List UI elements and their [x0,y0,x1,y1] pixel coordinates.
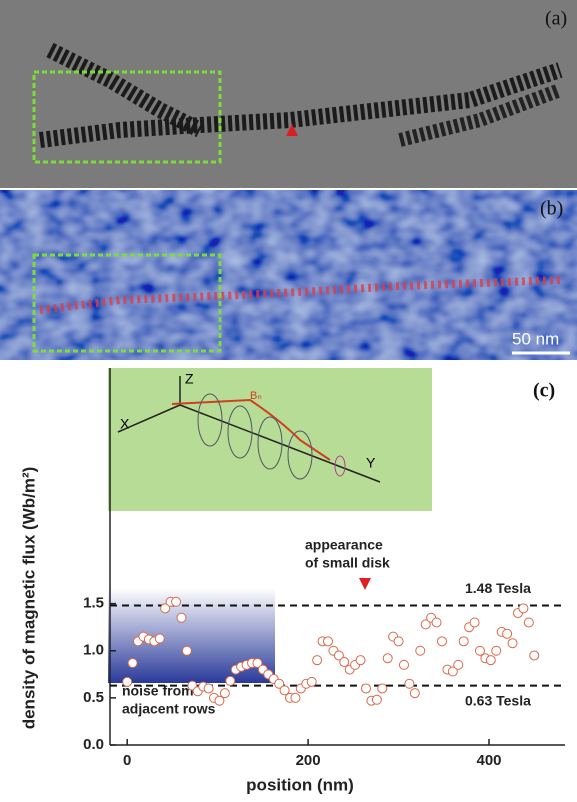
data-point [486,656,495,665]
x-axis-title: position (nm) [246,775,354,794]
data-point [519,604,528,613]
annotation: of small disk [305,555,390,571]
data-point [356,656,365,665]
data-point [492,646,501,655]
data-point [508,639,517,648]
data-point [378,684,387,693]
inset-label: X [120,416,130,432]
data-point [399,660,408,669]
data-point [128,659,137,668]
scale-bar-label: 50 nm [512,329,559,348]
panel-label: (a) [545,8,567,30]
data-point [416,646,425,655]
data-point [313,656,322,665]
data-point [172,597,181,606]
data-point [437,637,446,646]
x-tick-label: 200 [296,752,321,769]
inset-label: Z [185,371,194,387]
data-point [459,637,468,646]
inset-label: Bₙ [250,390,262,402]
y-tick-label: 0.5 [83,689,104,706]
annotation: appearance [305,537,383,553]
micrograph-a [0,0,577,188]
data-point [220,689,229,698]
data-point [454,660,463,669]
reference-label: 1.48 Tesla [465,580,531,596]
inset-label: Y [366,455,376,471]
annotation: adjacent rows [122,701,216,717]
data-point [383,654,392,663]
data-point [410,689,419,698]
y-tick-label: 1.0 [83,642,104,659]
data-point [226,676,235,685]
noise-region [108,588,275,683]
data-point [307,677,316,686]
data-point [361,684,370,693]
data-point [372,695,381,704]
data-point [204,684,213,693]
data-point [324,637,333,646]
data-point [177,613,186,622]
x-tick-label: 400 [477,752,502,769]
data-point [123,677,132,686]
data-point [432,618,441,627]
data-point [182,646,191,655]
figure: (a) (b) 50 nm Z X Y Bₙ (c) position (nm)… [0,0,577,802]
y-axis-title: density of magnetic flux (Wb/m²) [19,467,38,730]
y-tick-label: 1.5 [83,595,104,612]
flux-texture [0,190,577,360]
data-point [530,651,539,660]
data-point [394,637,403,646]
data-point [405,679,414,688]
panel-label: (c) [533,380,555,402]
panel-label: (b) [540,198,563,220]
reference-label: 0.63 Tesla [465,692,531,708]
data-point [503,629,512,638]
data-point [155,634,164,643]
data-point [524,618,533,627]
data-point [291,693,300,702]
data-point [470,618,479,627]
y-tick-label: 0.0 [83,736,104,753]
x-tick-label: 0 [123,752,131,769]
